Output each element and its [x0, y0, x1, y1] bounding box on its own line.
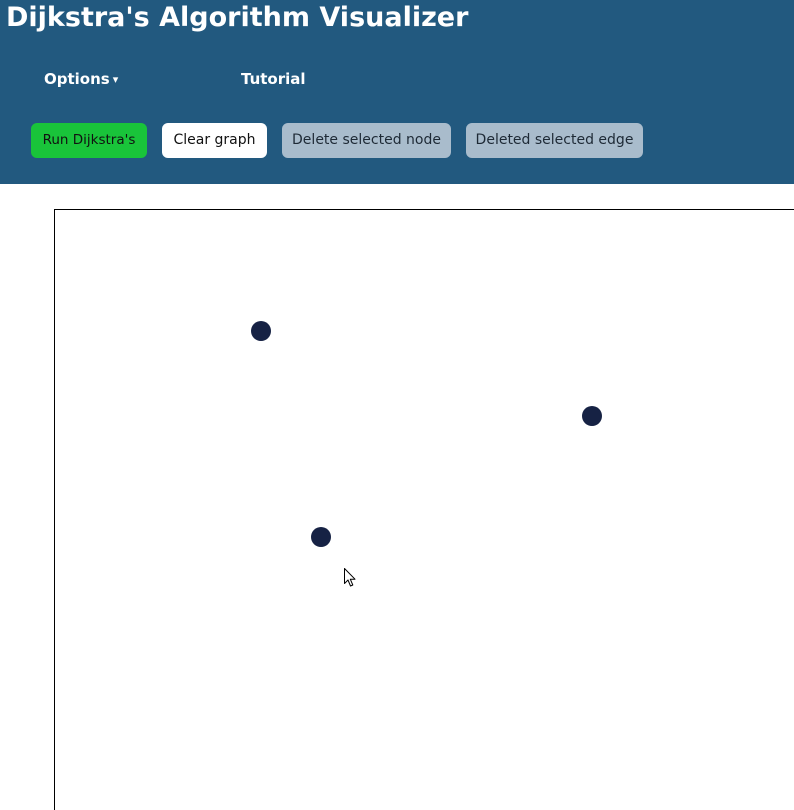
- run-dijkstra-button[interactable]: Run Dijkstra's: [31, 123, 147, 158]
- mouse-pointer-icon: [344, 568, 356, 587]
- graph-node[interactable]: [251, 321, 271, 341]
- graph-node[interactable]: [582, 406, 602, 426]
- clear-graph-button[interactable]: Clear graph: [162, 123, 267, 158]
- app-title: Dijkstra's Algorithm Visualizer: [6, 2, 469, 33]
- graph-node[interactable]: [311, 527, 331, 547]
- graph-canvas[interactable]: [54, 209, 794, 810]
- tutorial-link[interactable]: Tutorial: [241, 70, 306, 88]
- options-menu-label: Options: [44, 70, 110, 88]
- delete-selected-edge-button[interactable]: Deleted selected edge: [466, 123, 643, 158]
- delete-selected-node-button[interactable]: Delete selected node: [282, 123, 451, 158]
- chevron-down-icon: ▾: [112, 73, 119, 86]
- options-menu[interactable]: Options ▾: [44, 69, 118, 90]
- app-header: Dijkstra's Algorithm Visualizer Options ▾…: [0, 0, 794, 184]
